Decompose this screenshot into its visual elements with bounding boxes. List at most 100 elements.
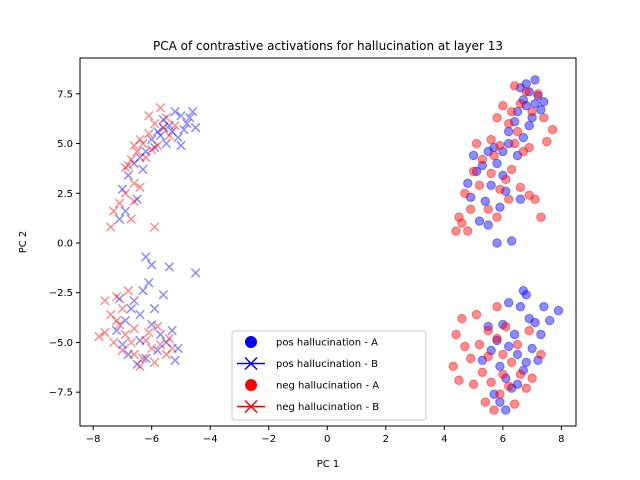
data-point [483, 325, 493, 336]
data-point [132, 146, 142, 157]
data-point [533, 355, 543, 366]
data-point [135, 182, 145, 193]
data-point [518, 146, 529, 157]
data-point [123, 160, 134, 171]
data-point [495, 397, 505, 407]
data-point [167, 126, 177, 137]
data-point [164, 262, 174, 272]
data-point [457, 218, 467, 228]
data-point [486, 168, 496, 179]
legend-label: neg hallucination - A [276, 381, 379, 392]
data-point [503, 381, 514, 391]
data-point [495, 389, 505, 399]
data-point [105, 309, 116, 320]
data-point [161, 337, 172, 348]
data-point [483, 321, 493, 332]
y-tick-label: −2.5 [49, 288, 73, 299]
y-tick-label: 7.5 [57, 89, 73, 100]
data-point [120, 329, 131, 340]
x-tick-label: 4 [441, 434, 447, 445]
data-point [501, 405, 511, 415]
data-point [138, 164, 148, 175]
data-point [141, 335, 151, 346]
data-point [170, 120, 180, 131]
data-point [498, 319, 508, 330]
data-point [503, 297, 514, 308]
data-point [138, 286, 148, 296]
y-tick-label: −7.5 [49, 388, 73, 399]
y-tick-label: 2.5 [57, 189, 73, 200]
data-point [521, 101, 531, 111]
x-tick-label: −8 [86, 434, 101, 445]
data-point [503, 126, 514, 137]
plot-frame [79, 57, 577, 427]
data-point [495, 140, 505, 151]
data-point [501, 373, 511, 383]
data-point [474, 339, 485, 350]
data-point [129, 349, 139, 360]
data-point [138, 138, 148, 149]
data-point [158, 122, 169, 133]
data-point [521, 87, 531, 97]
data-point [144, 327, 154, 338]
data-point [498, 349, 508, 360]
data-point [521, 383, 531, 393]
data-point [492, 238, 502, 248]
data-point [501, 186, 511, 196]
data-point [146, 144, 157, 155]
data-point [161, 112, 172, 123]
x-tick-label: −6 [144, 434, 159, 445]
data-point [515, 99, 526, 109]
data-point [480, 196, 490, 206]
legend-item-pos-hallucination-b: pos hallucination - B [237, 356, 378, 371]
x-axis-ticks: −8 −6 −4 −2 0 2 4 6 8 [86, 426, 565, 445]
data-point [509, 399, 520, 409]
data-point [498, 170, 508, 181]
data-point [468, 150, 479, 161]
data-point [167, 325, 177, 336]
data-point [129, 295, 139, 306]
data-point [518, 365, 529, 376]
data-point [506, 236, 517, 246]
legend-label: pos hallucination - A [276, 338, 378, 349]
data-point [105, 222, 116, 232]
data-point [512, 339, 523, 350]
data-point [553, 305, 564, 316]
data-point [533, 91, 543, 101]
data-point [521, 79, 531, 89]
data-point [144, 110, 154, 121]
series-pos-hallucination-b [111, 106, 201, 370]
data-point [141, 353, 151, 364]
data-point [503, 138, 514, 149]
data-point [126, 303, 136, 314]
data-point [135, 335, 145, 346]
data-point [141, 252, 151, 262]
data-point [170, 106, 180, 117]
data-point [524, 190, 534, 200]
data-point [173, 132, 183, 143]
data-point [539, 97, 549, 107]
data-point [486, 134, 496, 145]
data-point [146, 260, 157, 270]
data-point [448, 361, 458, 372]
data-point [132, 194, 142, 204]
data-point [173, 343, 183, 354]
data-point [506, 107, 517, 117]
data-point [477, 367, 488, 377]
data-point [117, 184, 128, 195]
data-point [144, 278, 154, 288]
data-point [463, 178, 473, 189]
data-point [135, 309, 145, 320]
data-point [474, 216, 485, 226]
data-point [132, 359, 142, 370]
data-point [524, 142, 534, 153]
data-point [489, 150, 499, 161]
data-point [486, 377, 496, 387]
data-point [460, 188, 470, 198]
data-point [185, 112, 195, 123]
data-point [483, 220, 493, 230]
y-tick-label: 5.0 [57, 139, 73, 150]
data-point [536, 105, 546, 115]
data-point [524, 120, 534, 131]
data-point [138, 353, 148, 364]
